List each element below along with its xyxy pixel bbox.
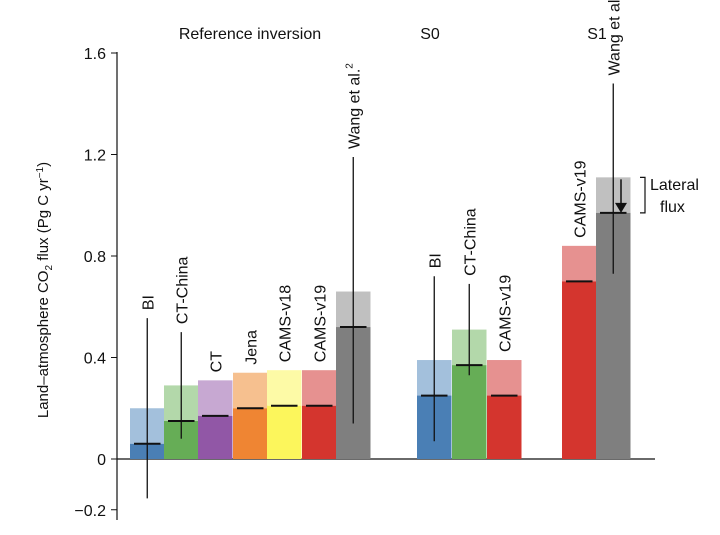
y-tick-label: 1.6: [84, 46, 106, 63]
bar-range: [233, 372, 268, 409]
group-title: S0: [420, 26, 440, 43]
bar-range: [267, 370, 302, 406]
bar-label: CT: [208, 351, 225, 373]
group-title: S1: [587, 26, 607, 43]
bar: [302, 405, 337, 459]
y-tick-label: 0.4: [84, 351, 106, 368]
y-axis-label: Land–atmosphere CO2 flux (Pg C yr−1): [35, 162, 55, 418]
bar-label: BI: [427, 253, 444, 268]
bar-label: CAMS-v19: [312, 285, 329, 362]
annotation-line1: Lateral: [650, 177, 699, 194]
bar-label: CAMS-v19: [572, 160, 589, 237]
annotation-line2: flux: [660, 199, 685, 216]
bar: [198, 415, 233, 459]
bar: [487, 395, 522, 459]
bar: [452, 365, 487, 459]
bar: [233, 408, 268, 459]
bar-range: [487, 360, 522, 396]
bracket: [640, 176, 646, 214]
bar-range: [198, 380, 233, 416]
bar-label: CT-China: [462, 208, 479, 276]
bar-label: CAMS-v18: [277, 285, 294, 362]
bar: [562, 281, 597, 459]
bar-range: [302, 370, 337, 406]
bar-label: CT-China: [174, 256, 191, 324]
y-tick-label: −0.2: [74, 503, 106, 520]
group-title: Reference inversion: [179, 26, 321, 43]
bar-label: Wang et al.2: [344, 63, 363, 149]
bar-label: Jena: [243, 330, 260, 365]
arrow-head-icon: [615, 202, 627, 213]
bar-label: CAMS-v19: [497, 275, 514, 352]
bar-label: BI: [140, 295, 157, 310]
bar-range: [562, 245, 597, 282]
y-tick-label: 0.8: [84, 249, 106, 266]
y-tick-label: 1.2: [84, 148, 106, 165]
bar: [267, 405, 302, 459]
y-tick-label: 0: [97, 452, 106, 469]
bar-label: Wang et al.2: [604, 0, 623, 75]
